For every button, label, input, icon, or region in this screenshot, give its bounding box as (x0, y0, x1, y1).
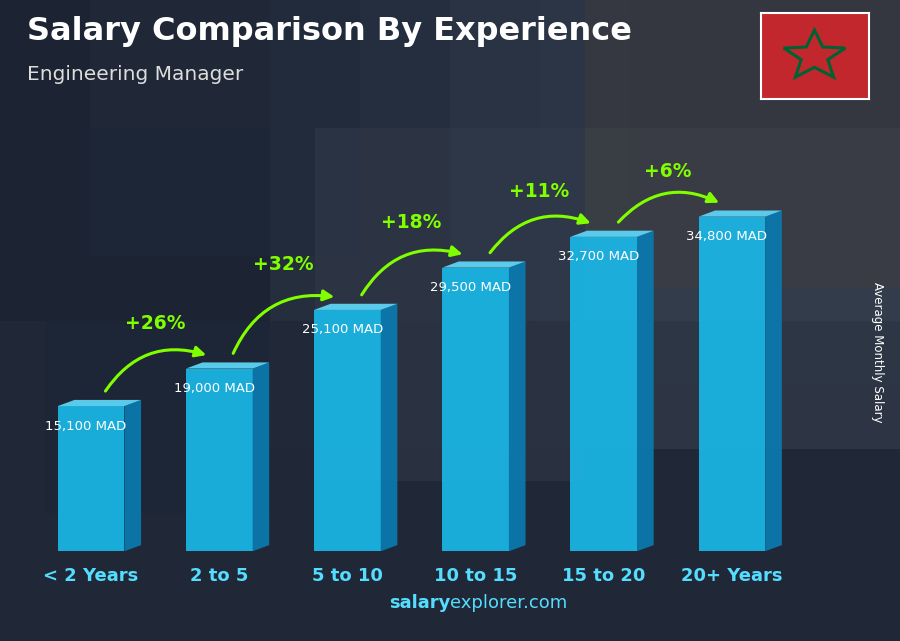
Polygon shape (637, 231, 653, 551)
Text: Average Monthly Salary: Average Monthly Salary (871, 282, 884, 423)
Polygon shape (442, 268, 508, 551)
Text: 32,700 MAD: 32,700 MAD (558, 250, 639, 263)
Text: Salary Comparison By Experience: Salary Comparison By Experience (27, 16, 632, 47)
Polygon shape (314, 304, 398, 310)
Text: salary: salary (389, 594, 450, 612)
Polygon shape (58, 406, 124, 551)
Text: 15,100 MAD: 15,100 MAD (45, 419, 127, 433)
Text: +6%: +6% (644, 162, 691, 181)
Text: 34,800 MAD: 34,800 MAD (686, 230, 767, 243)
Text: +18%: +18% (382, 213, 442, 232)
Text: 25,100 MAD: 25,100 MAD (302, 323, 382, 337)
Polygon shape (253, 362, 269, 551)
Text: Engineering Manager: Engineering Manager (27, 65, 243, 85)
Text: +32%: +32% (253, 255, 313, 274)
Text: +26%: +26% (125, 314, 185, 333)
Polygon shape (314, 310, 381, 551)
Polygon shape (508, 262, 526, 551)
Polygon shape (698, 217, 765, 551)
Polygon shape (571, 237, 637, 551)
Polygon shape (124, 400, 141, 551)
Polygon shape (765, 210, 782, 551)
Polygon shape (571, 231, 653, 237)
Polygon shape (381, 304, 398, 551)
Polygon shape (698, 210, 782, 217)
Polygon shape (58, 400, 141, 406)
Text: 19,000 MAD: 19,000 MAD (174, 382, 255, 395)
Text: 29,500 MAD: 29,500 MAD (430, 281, 511, 294)
Text: explorer.com: explorer.com (450, 594, 567, 612)
Polygon shape (186, 362, 269, 369)
Polygon shape (442, 262, 526, 268)
Text: +11%: +11% (509, 182, 570, 201)
Polygon shape (186, 369, 253, 551)
